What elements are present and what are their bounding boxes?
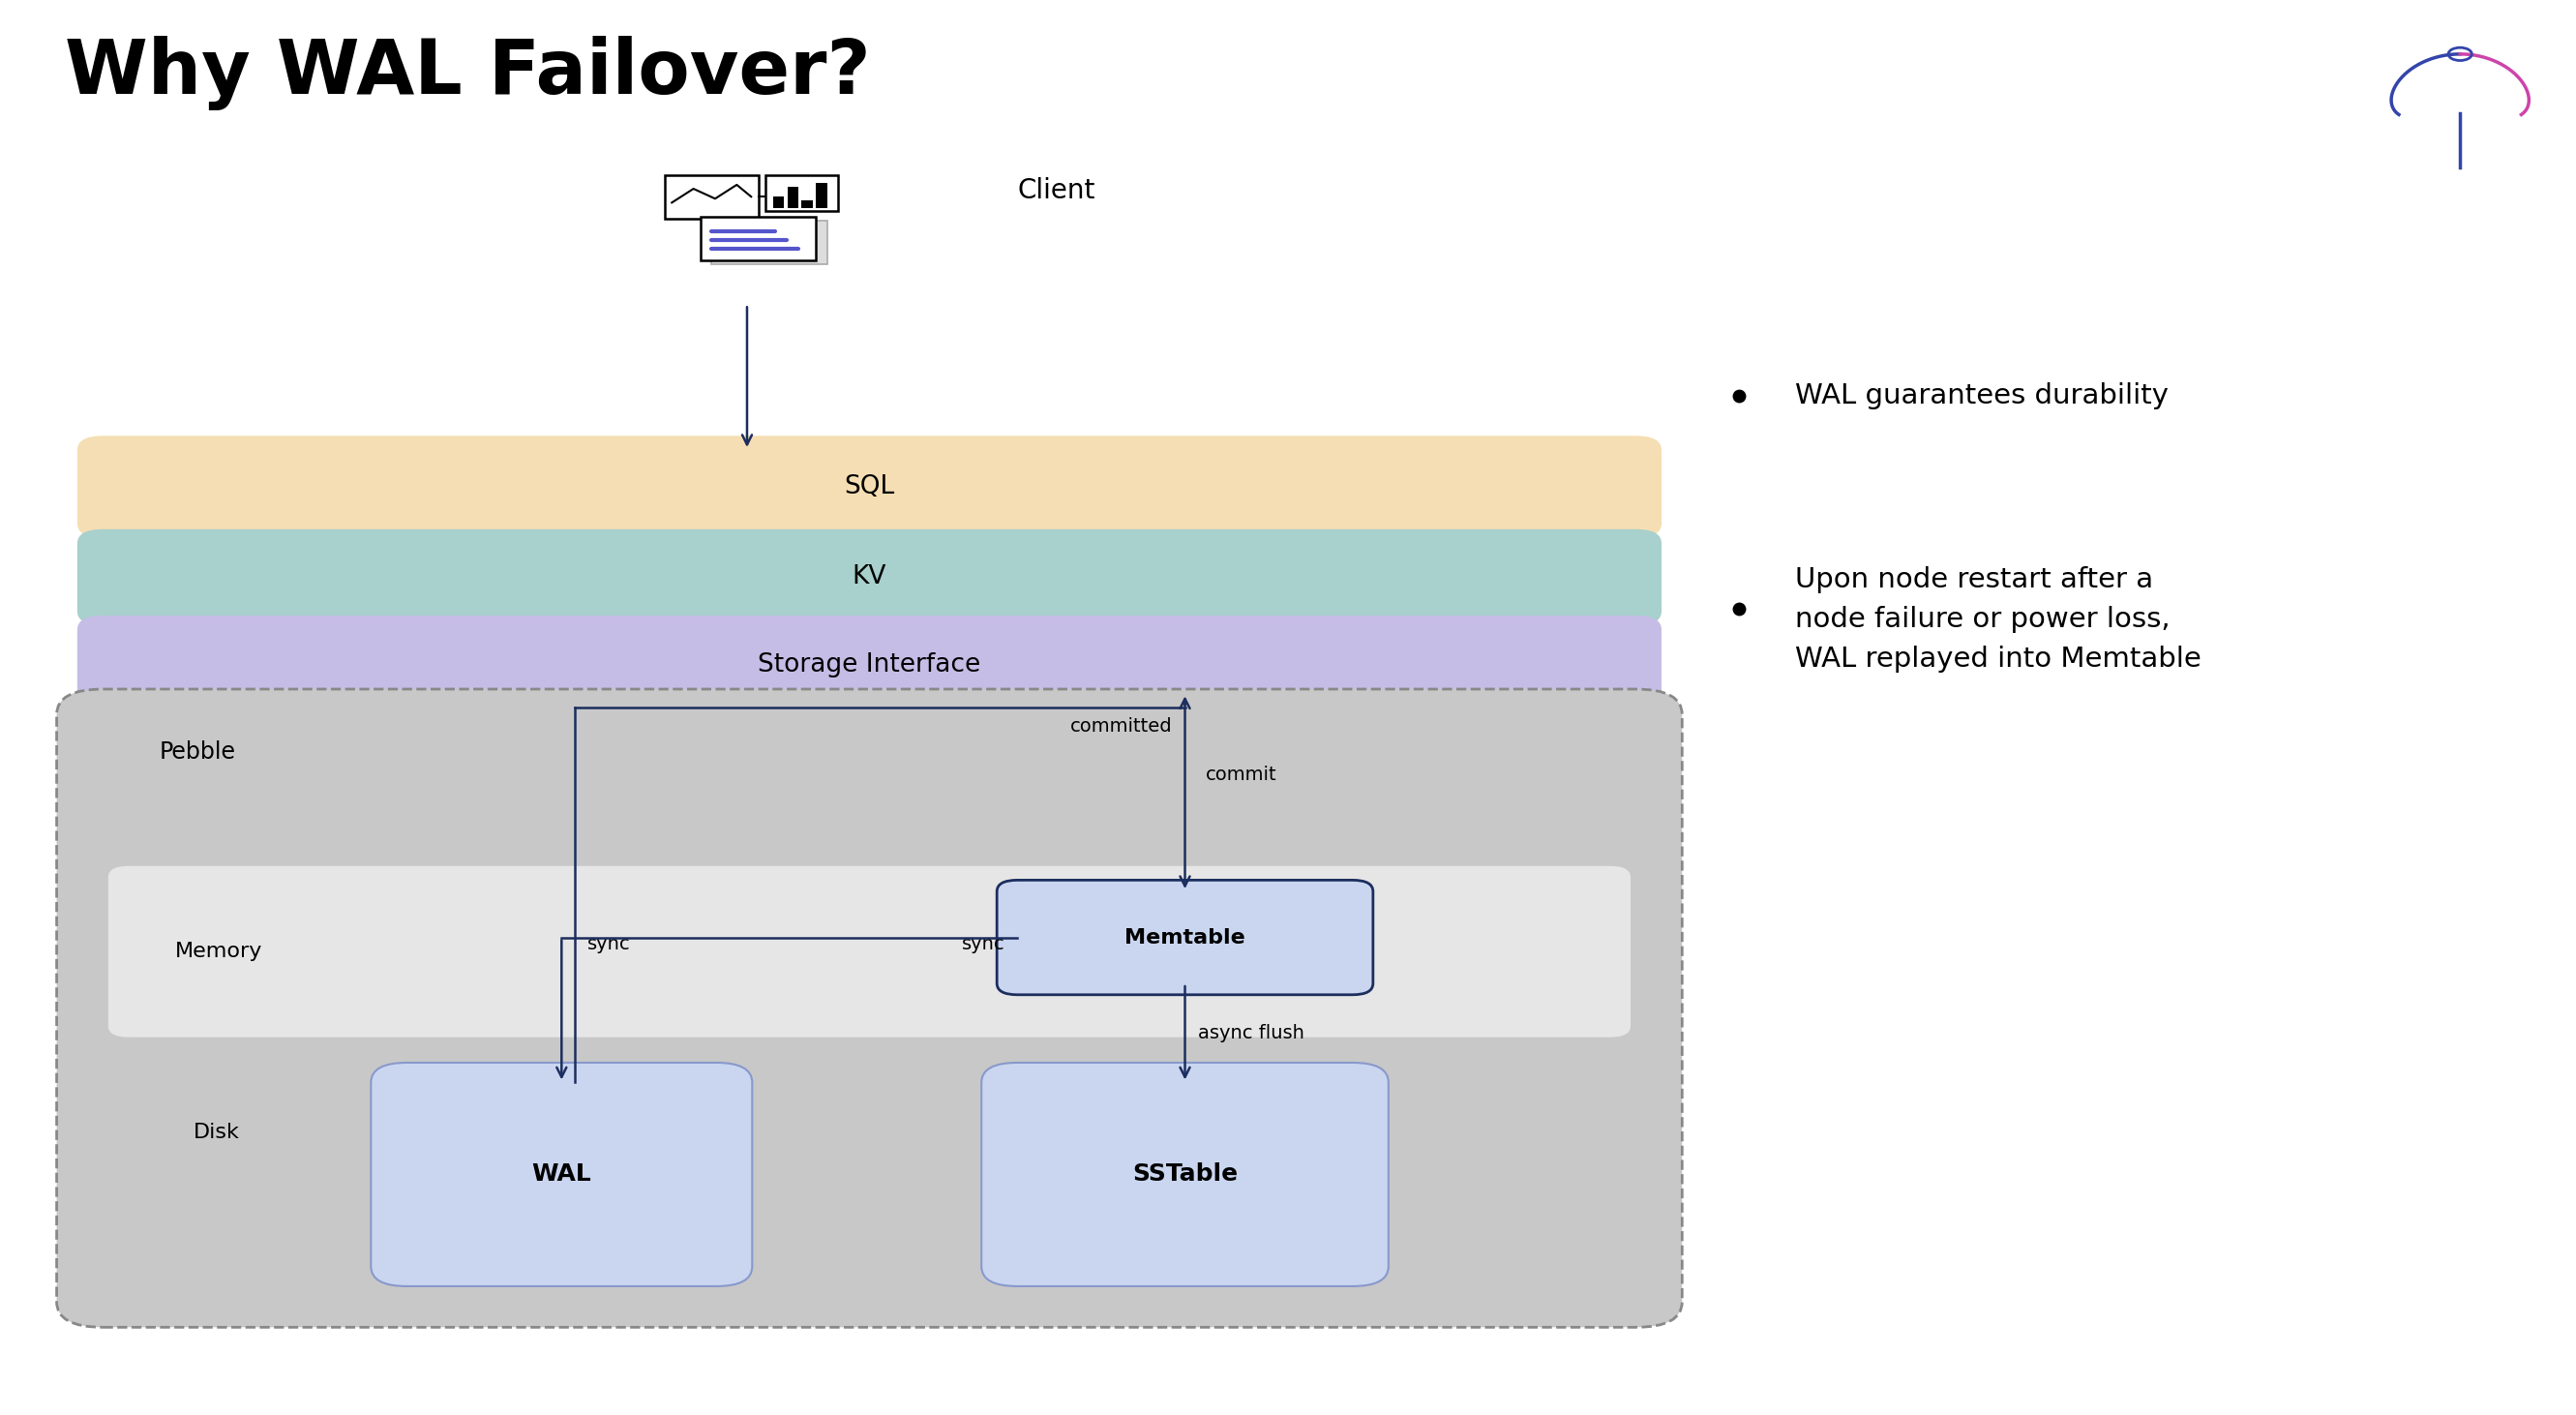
Text: committed: committed [1069, 717, 1172, 736]
Text: Client: Client [1018, 177, 1095, 205]
FancyBboxPatch shape [77, 616, 1662, 715]
FancyBboxPatch shape [997, 880, 1373, 995]
FancyBboxPatch shape [77, 529, 1662, 625]
Text: WAL: WAL [531, 1163, 592, 1186]
Text: KV: KV [853, 565, 886, 590]
FancyBboxPatch shape [57, 689, 1682, 1327]
Text: sync: sync [961, 935, 1005, 954]
Bar [665, 175, 757, 218]
FancyBboxPatch shape [371, 1063, 752, 1286]
Text: Memtable: Memtable [1126, 928, 1244, 947]
Bar [765, 175, 837, 211]
Text: SSTable: SSTable [1133, 1163, 1236, 1186]
Bar [711, 221, 827, 265]
Text: SQL: SQL [845, 474, 894, 499]
Text: WAL guarantees durability: WAL guarantees durability [1795, 382, 2169, 410]
Text: commit: commit [1206, 766, 1278, 784]
Bar [801, 201, 811, 208]
Text: async flush: async flush [1198, 1024, 1303, 1041]
Text: Upon node restart after a
node failure or power loss,
WAL replayed into Memtable: Upon node restart after a node failure o… [1795, 566, 2202, 674]
Text: Why WAL Failover?: Why WAL Failover? [64, 35, 871, 110]
Text: Memory: Memory [175, 942, 263, 961]
Text: sync: sync [587, 935, 631, 954]
FancyBboxPatch shape [77, 436, 1662, 538]
FancyBboxPatch shape [108, 866, 1631, 1037]
Bar [788, 187, 799, 208]
Bar [773, 197, 783, 208]
FancyBboxPatch shape [981, 1063, 1388, 1286]
Text: Disk: Disk [193, 1122, 240, 1142]
Text: Pebble: Pebble [160, 740, 237, 763]
Bar [817, 183, 827, 208]
Bar [701, 216, 817, 260]
Text: Storage Interface: Storage Interface [757, 652, 981, 678]
